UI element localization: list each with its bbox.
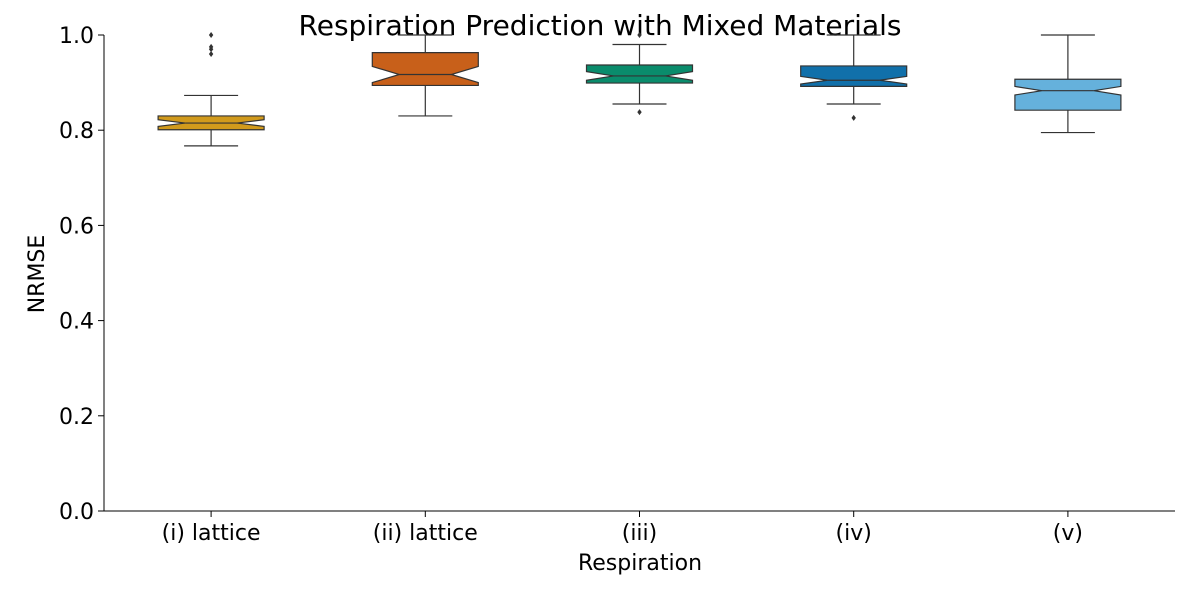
- outlier-point: [637, 32, 642, 38]
- x-tick-label: (iii): [622, 521, 658, 546]
- y-tick-label: 0.4: [59, 310, 94, 335]
- chart-title: Respiration Prediction with Mixed Materi…: [299, 9, 902, 42]
- outlier-point: [208, 43, 214, 50]
- y-tick-label: 1.0: [59, 24, 94, 49]
- y-tick-label: 0.0: [59, 500, 94, 525]
- box-5: [1014, 78, 1122, 111]
- outlier-point: [208, 32, 214, 38]
- y-tick-label: 0.8: [59, 119, 94, 144]
- y-tick-label: 0.6: [59, 214, 94, 239]
- outlier-point: [208, 51, 214, 58]
- y-tick-label: 0.2: [59, 405, 94, 430]
- outlier-point: [637, 109, 642, 116]
- x-tick-label: (v): [1053, 521, 1083, 546]
- box-2: [371, 52, 479, 87]
- x-tick-label: (ii) lattice: [373, 521, 478, 546]
- x-tick-label: (iv): [836, 521, 872, 546]
- x-axis-label: Respiration: [578, 551, 702, 576]
- y-axis-label: NRMSE: [25, 235, 50, 314]
- x-tick-label: (i) lattice: [162, 521, 261, 546]
- outlier-point: [851, 114, 856, 121]
- box-3: [585, 64, 694, 84]
- box-4: [800, 65, 908, 88]
- plot-area: 0.0 0.2 0.4 0.6 0.8 1.0 (i) lattice (ii) lattic…: [59, 24, 1175, 546]
